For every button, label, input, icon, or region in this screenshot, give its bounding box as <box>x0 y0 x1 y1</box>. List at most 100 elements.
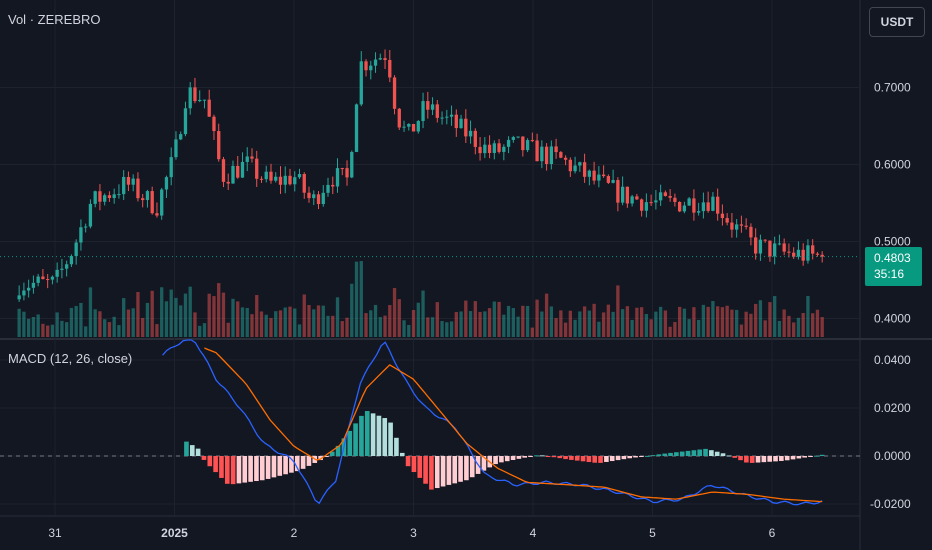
volume-bar <box>293 308 297 337</box>
volume-bar <box>122 298 126 337</box>
volume-bar <box>98 311 102 337</box>
volume-bar <box>511 308 515 337</box>
currency-button[interactable]: USDT <box>869 7 925 37</box>
candle-body <box>782 243 786 252</box>
histogram-bar <box>709 450 714 456</box>
candle-body <box>302 174 306 193</box>
histogram-bar <box>773 456 778 462</box>
volume-bar <box>449 321 454 337</box>
volume-bar <box>506 305 511 337</box>
candle-body <box>668 196 672 198</box>
candle-body <box>430 104 435 110</box>
candle-body <box>720 213 725 219</box>
candle-body <box>60 268 64 270</box>
histogram-bar <box>732 456 738 458</box>
candle-body <box>639 199 644 211</box>
volume-bar <box>540 311 544 337</box>
volume-bar <box>777 320 782 337</box>
histogram-bar <box>808 456 813 457</box>
histogram-bar <box>609 456 615 462</box>
histogram-bar <box>405 456 411 467</box>
candle-body <box>335 168 340 187</box>
candle-body <box>164 177 169 190</box>
volume-bar <box>402 320 406 337</box>
candle-body <box>763 239 767 241</box>
volume-bar <box>359 261 363 337</box>
histogram-bar <box>522 456 528 458</box>
candle-body <box>815 253 820 255</box>
candle-body <box>801 249 805 261</box>
candle-body <box>658 192 663 201</box>
volume-bar <box>392 288 397 337</box>
candle-body <box>578 162 582 166</box>
volume-bar <box>806 296 810 337</box>
candle-body <box>649 202 653 204</box>
histogram-bar <box>283 456 288 475</box>
candle-body <box>739 224 744 226</box>
volume-bar <box>763 320 767 337</box>
volume-bar <box>782 309 786 337</box>
histogram-bar <box>417 456 423 478</box>
volume-bar <box>226 322 230 337</box>
histogram-bar <box>662 453 668 456</box>
candle-body <box>663 192 668 197</box>
volume-bar <box>188 286 192 337</box>
volume-bar <box>796 317 801 337</box>
candle-body <box>435 104 439 118</box>
macd-tick-label: -0.0200 <box>870 497 911 511</box>
volume-bar <box>126 309 131 337</box>
candle-body <box>573 165 577 172</box>
volume-bar <box>264 314 268 337</box>
volume-bar <box>535 299 539 337</box>
volume-bar <box>350 283 354 337</box>
volume-bar <box>440 321 444 337</box>
candle-body <box>392 77 397 109</box>
candle-body <box>540 146 544 162</box>
candle-body <box>354 104 359 152</box>
volume-bar <box>635 307 639 337</box>
volume-bar <box>725 305 729 337</box>
histogram-bar <box>615 456 621 461</box>
candle-body <box>93 191 97 204</box>
candle-body <box>107 195 112 199</box>
candle-body <box>549 146 553 164</box>
volume-bar <box>582 306 587 337</box>
volume-bar <box>65 322 69 337</box>
volume-bar <box>787 315 791 337</box>
candle-body <box>79 227 83 243</box>
volume-bar <box>31 316 36 337</box>
candle-body <box>749 226 753 238</box>
candle-body <box>207 99 211 117</box>
macd-legend: MACD (12, 26, close) <box>8 351 133 366</box>
histogram-bar <box>242 456 248 483</box>
histogram-bar <box>219 456 224 478</box>
histogram-bar <box>627 456 633 459</box>
candle-body <box>516 136 520 138</box>
candle-body <box>777 243 782 245</box>
candle-body <box>226 181 230 184</box>
candle-body <box>240 161 245 178</box>
histogram-bar <box>545 456 551 457</box>
volume-bar <box>164 301 169 337</box>
histogram-bar <box>685 450 691 456</box>
volume-bar <box>198 325 202 337</box>
macd-tick-label: 0.0200 <box>874 401 911 415</box>
candle-body <box>84 226 88 228</box>
signal-line <box>204 347 823 503</box>
candle-body <box>487 144 492 153</box>
candle-body <box>625 186 630 204</box>
price-tick-label: 0.7000 <box>874 81 911 95</box>
macd-tick-label: 0.0000 <box>874 449 911 463</box>
price-tick-label: 0.4000 <box>874 312 911 326</box>
volume-bar <box>768 302 772 337</box>
volume-bar <box>587 310 592 337</box>
candle-body <box>340 168 344 170</box>
volume-bar <box>735 309 739 337</box>
volume-bar <box>202 323 207 337</box>
volume-bar <box>620 309 625 337</box>
volume-bar <box>221 292 226 337</box>
candle-body <box>616 180 620 203</box>
volume-bar <box>169 289 173 337</box>
histogram-bar <box>656 454 662 456</box>
